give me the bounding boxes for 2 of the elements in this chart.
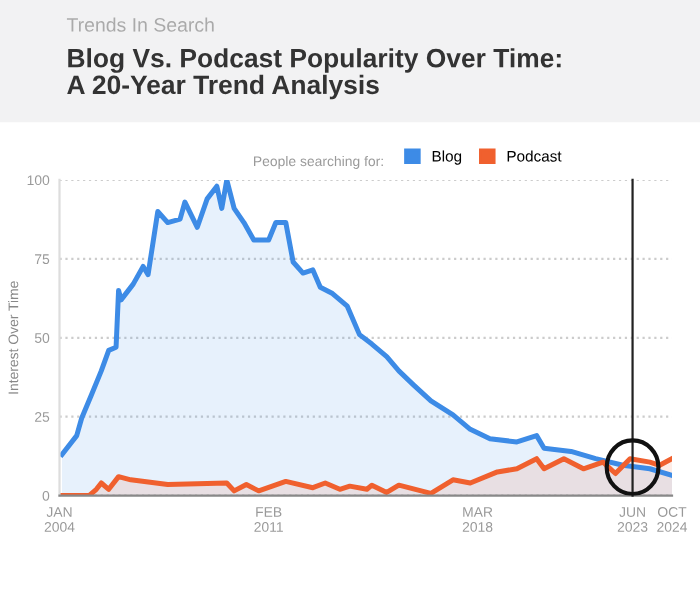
chart-subtitle: Trends In Search <box>66 17 214 32</box>
chart-title: Blog Vs. Podcast Popularity Over Time: A 20-Year Trend Analysis <box>67 48 561 100</box>
